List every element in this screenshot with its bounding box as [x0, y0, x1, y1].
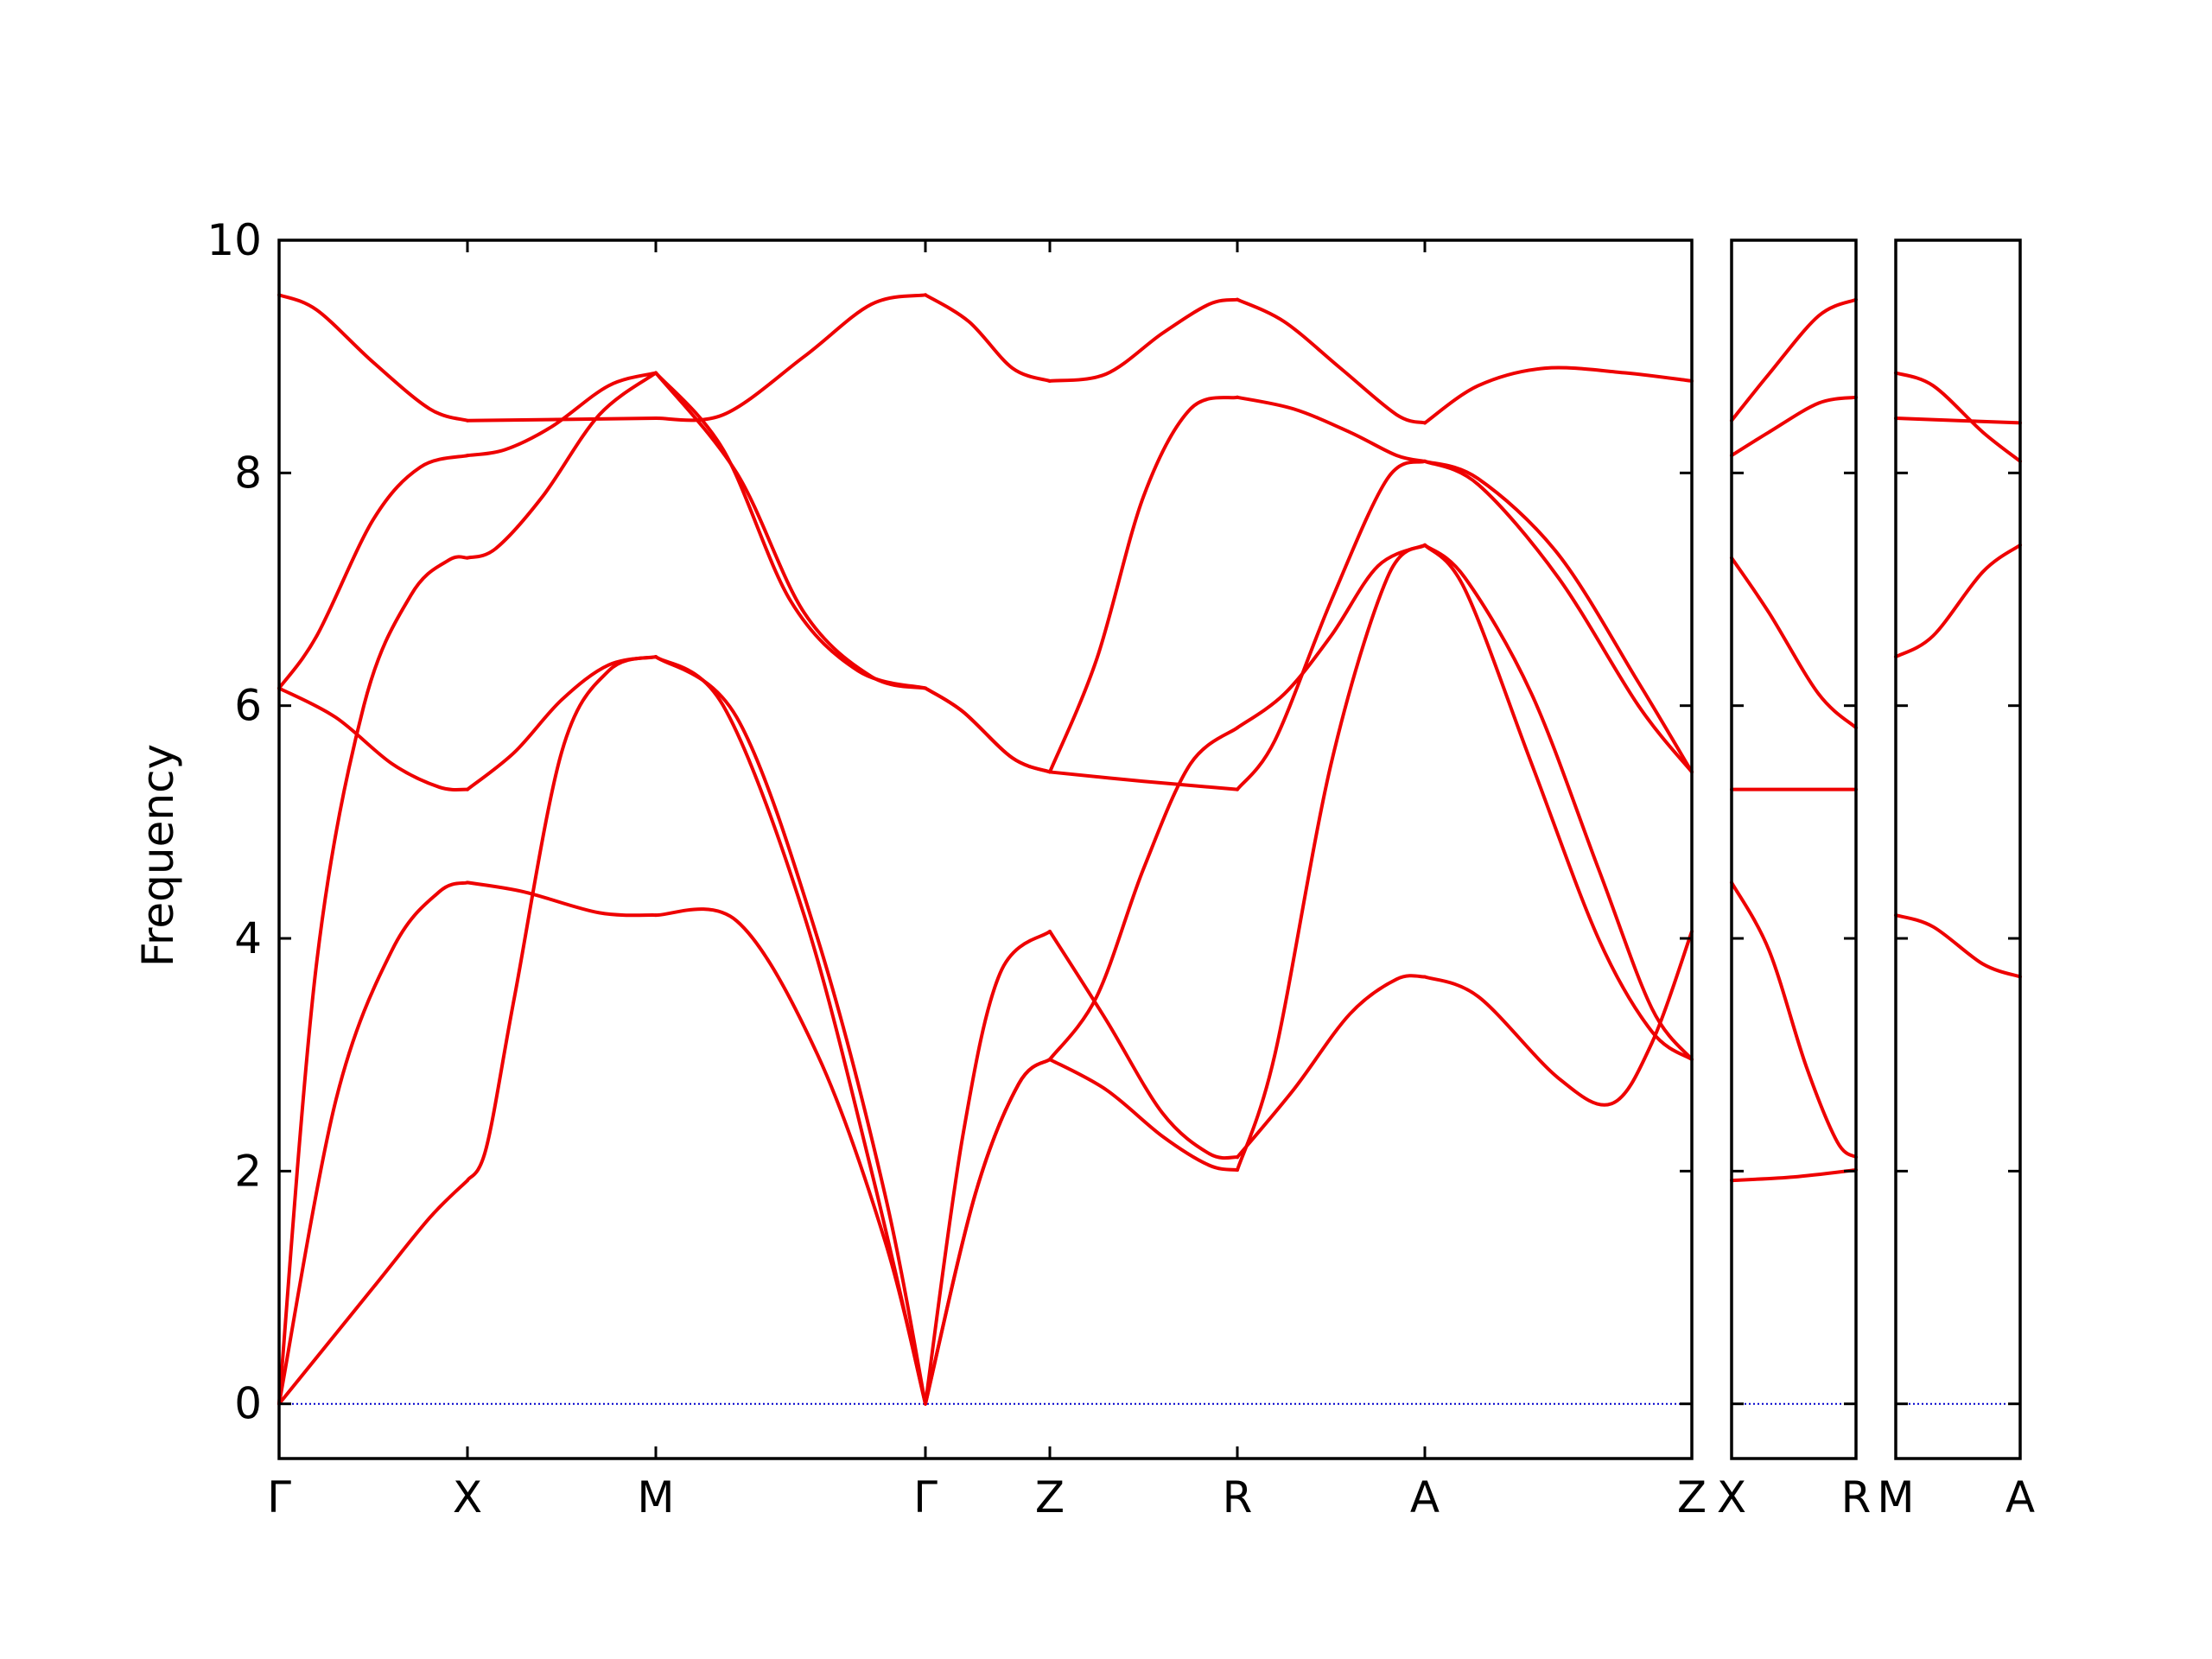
band-line-R-A-3	[1236, 543, 1427, 730]
band-line-X-M-1	[466, 655, 658, 1183]
x-tick-label: Γ	[913, 1472, 938, 1522]
band-line-A-Z-5	[1423, 459, 1694, 774]
x-tick-label: M	[1877, 1472, 1914, 1522]
x-tick-label: X	[453, 1472, 482, 1522]
band-line-A-Z-1	[1423, 929, 1694, 1107]
plot-frame	[277, 238, 1694, 1460]
x-tick-label: A	[2005, 1472, 2035, 1522]
band-line-M-A-1	[1894, 913, 2022, 979]
band-line-X-M-3	[466, 655, 658, 791]
band-line-A-Z-2	[1423, 543, 1694, 1062]
band-line-Z-R-3	[1048, 1058, 1239, 1173]
band-line-X-R-2	[1730, 880, 1858, 1160]
y-tick-label: 4	[234, 913, 262, 963]
x-tick-label: X	[1717, 1472, 1746, 1522]
y-tick-label: 10	[207, 215, 262, 265]
band-line-R-A-4	[1236, 459, 1427, 791]
band-line-Γ-X-6	[277, 293, 469, 423]
plot-frame	[1894, 238, 2022, 1460]
band-line-M-Γ-6	[654, 293, 927, 423]
band-line-X-R-6	[1730, 297, 1858, 423]
band-line-X-R-1	[1730, 1168, 1858, 1183]
band-line-A-Z-3	[1423, 543, 1694, 1062]
band-line-Z-R-5	[1048, 395, 1239, 774]
band-line-M-Γ-5	[654, 371, 927, 690]
band-line-M-A-2	[1894, 543, 2022, 659]
band-line-M-Γ-2	[654, 655, 927, 1406]
band-line-Γ-X-1	[277, 1179, 469, 1406]
x-tick-label: Γ	[267, 1472, 291, 1522]
band-line-Γ-X-4	[277, 686, 469, 791]
y-tick-label: 2	[234, 1146, 262, 1196]
band-line-X-M-4	[466, 371, 658, 560]
band-line-Γ-Z-1	[924, 929, 1052, 1406]
band-line-X-R-5	[1730, 395, 1858, 458]
band-line-A-Z-4	[1423, 459, 1694, 774]
x-tick-label: R	[1841, 1472, 1872, 1522]
band-line-M-Γ-3	[654, 655, 927, 1406]
band-line-Γ-Z-5	[924, 686, 1052, 774]
y-axis-label: Frequency	[133, 744, 183, 967]
x-tick-label: Z	[1677, 1472, 1707, 1522]
panel-1: Γ X M Γ Z R A Z 0 2 4 6 8 10	[207, 215, 1707, 1522]
y-tick-label: 6	[234, 681, 262, 731]
band-line-Γ-X-3	[277, 555, 469, 1406]
band-line-X-M-2	[466, 880, 658, 918]
x-tick-label: Z	[1035, 1472, 1065, 1522]
y-tick-label: 0	[234, 1379, 262, 1429]
x-tick-label: A	[1410, 1472, 1440, 1522]
band-line-Γ-X-5	[277, 454, 469, 690]
band-line-Γ-X-2	[277, 880, 469, 1406]
band-line-Z-R-4	[1048, 770, 1239, 791]
band-line-M-A-3	[1894, 416, 2022, 425]
x-tick-label: R	[1223, 1472, 1253, 1522]
band-line-Γ-Z-3	[924, 1058, 1052, 1406]
band-line-M-A-4	[1894, 371, 2022, 463]
band-line-X-M-5	[466, 371, 658, 458]
band-line-X-R-4	[1730, 556, 1858, 730]
band-line-R-A-6	[1236, 297, 1427, 425]
band-line-Γ-Z-2	[924, 1058, 1052, 1406]
band-line-X-M-6	[466, 416, 658, 423]
x-tick-label: M	[637, 1472, 674, 1522]
plot-frame	[1730, 238, 1858, 1460]
band-line-Z-R-6	[1048, 297, 1239, 383]
band-line-R-A-2	[1236, 543, 1427, 1173]
band-line-Z-R-1	[1048, 929, 1239, 1160]
band-line-Z-R-2	[1048, 726, 1239, 1062]
band-line-R-A-5	[1236, 395, 1427, 463]
band-line-A-Z-6	[1423, 365, 1694, 425]
band-line-M-Γ-1	[654, 907, 927, 1406]
band-line-Γ-Z-6	[924, 293, 1052, 383]
y-tick-label: 8	[234, 448, 262, 498]
band-line-R-A-1	[1236, 974, 1427, 1160]
